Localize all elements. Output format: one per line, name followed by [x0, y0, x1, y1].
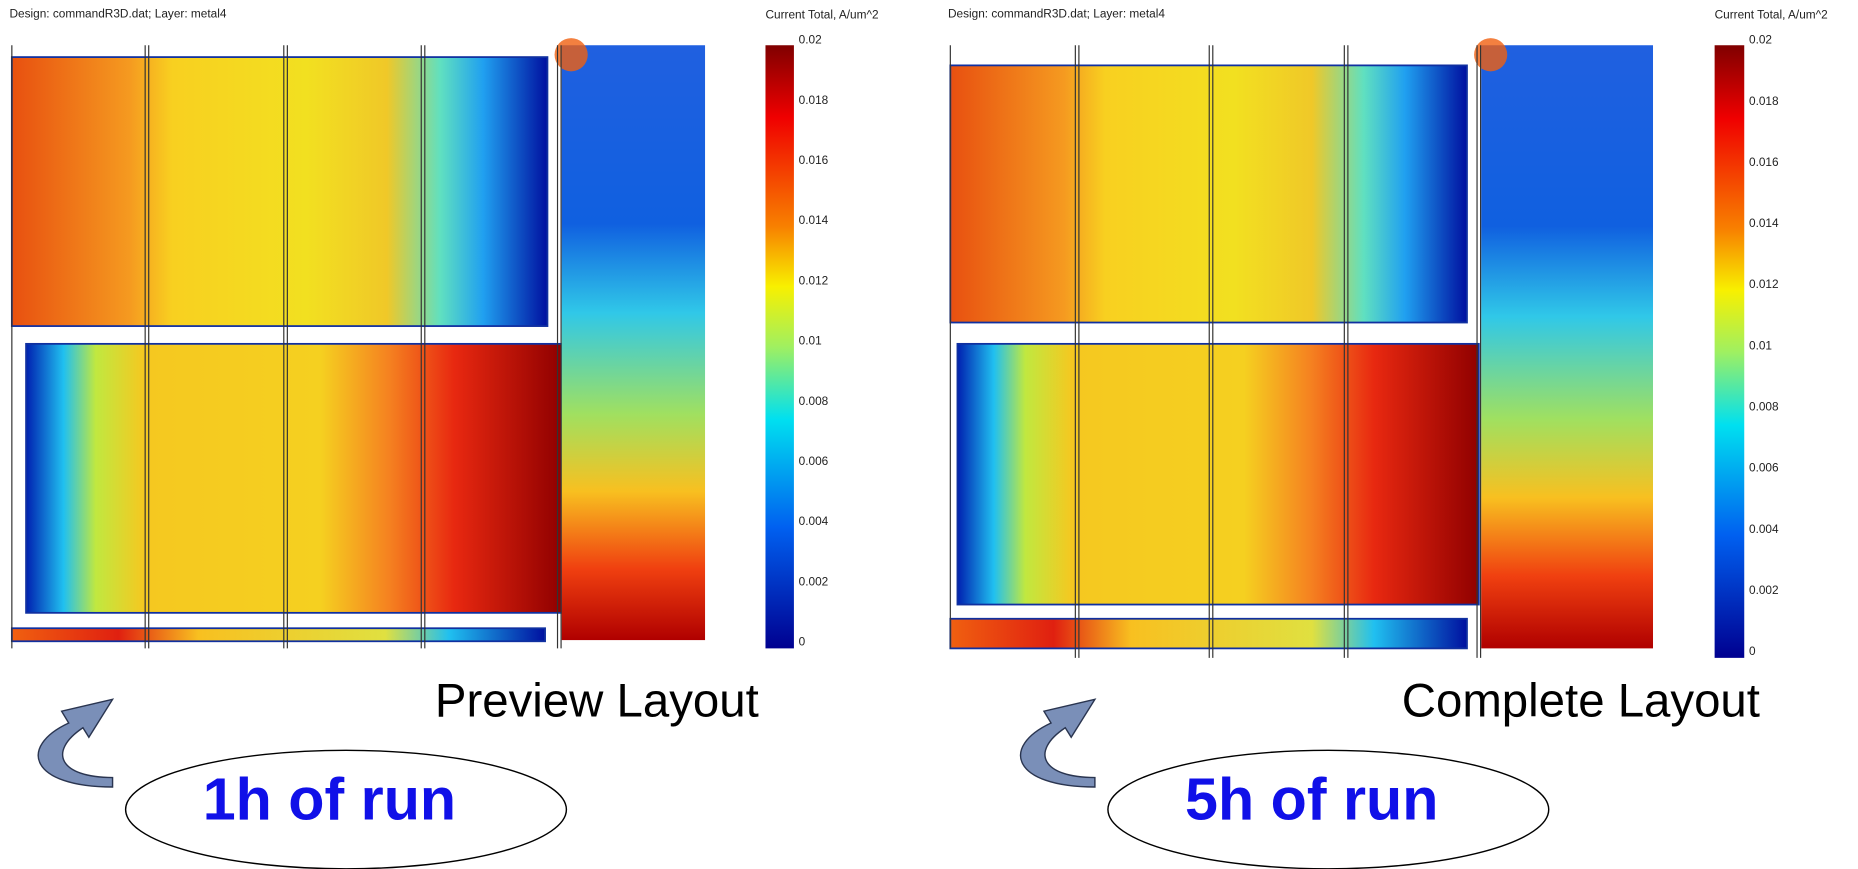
heatmap-block: [10, 56, 549, 327]
colorbar-title: Current Total, A/um^2: [765, 8, 878, 22]
heatmap-column: [1481, 45, 1654, 649]
colorbar-tick-label: 0: [1749, 644, 1756, 658]
colorbar-tick-label: 0.014: [799, 213, 829, 227]
colorbar-tick-label: 0.01: [799, 334, 822, 348]
heatmap-column: [561, 45, 706, 641]
colorbar-tick-label: 0.018: [1749, 94, 1779, 108]
colorbar-tick-label: 0.008: [1749, 399, 1779, 413]
colorbar-tick-label: 0.014: [1749, 216, 1779, 230]
run-label: 1h of run: [203, 765, 456, 832]
colorbar-tick-label: 0.016: [799, 153, 829, 167]
colorbar-tick-label: 0.012: [1749, 277, 1779, 291]
heatmap-strip: [10, 627, 546, 643]
header: Design: commandR3D.dat; Layer: metal4: [9, 7, 226, 21]
colorbar-tick-label: 0.02: [799, 33, 822, 47]
hotspot: [554, 38, 588, 72]
colorbar: [765, 45, 794, 649]
colorbar-tick-label: 0.016: [1749, 155, 1779, 169]
colorbar-tick-label: 0.02: [1749, 33, 1772, 47]
colorbar-tick-label: 0.002: [1749, 583, 1779, 597]
colorbar-tick-label: 0.004: [1749, 522, 1779, 536]
curved-arrow: [37, 698, 115, 788]
header: Design: commandR3D.dat; Layer: metal4: [948, 7, 1165, 21]
curved-arrow: [1020, 698, 1097, 788]
heatmap-block: [956, 342, 1480, 606]
colorbar-tick-label: 0.006: [1749, 461, 1779, 475]
colorbar-tick-label: 0.012: [799, 273, 829, 287]
colorbar-tick-label: 0.018: [799, 93, 829, 107]
colorbar-tick-label: 0.006: [799, 454, 829, 468]
colorbar-title: Current Total, A/um^2: [1715, 8, 1828, 22]
colorbar-tick-label: 0.01: [1749, 338, 1772, 352]
layout-caption: Preview Layout: [435, 675, 759, 728]
run-label: 5h of run: [1185, 765, 1438, 832]
colorbar: [1714, 45, 1745, 658]
layout-caption: Complete Layout: [1402, 675, 1760, 728]
colorbar-tick-label: 0.004: [799, 514, 829, 528]
colorbar-tick-label: 0: [799, 635, 806, 649]
colorbar-tick-label: 0.002: [799, 574, 829, 588]
hotspot: [1474, 38, 1508, 72]
colorbar-tick-label: 0.008: [799, 394, 829, 408]
heatmap-block: [25, 342, 563, 614]
